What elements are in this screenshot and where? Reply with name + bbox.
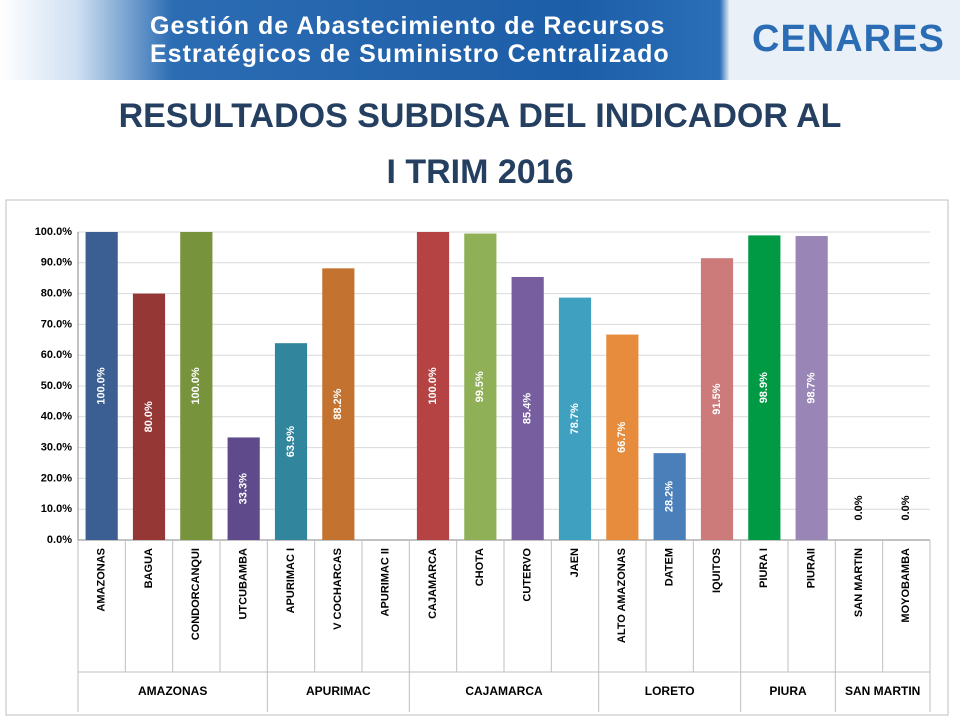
group-label: PIURA: [769, 684, 807, 698]
value-label: 66.7%: [616, 421, 628, 452]
banner: Gestión de Abastecimiento de Recursos Es…: [0, 0, 960, 80]
x-tick-label: MOYOBAMBA: [900, 548, 912, 623]
x-tick-label: UTCUBAMBA: [238, 548, 250, 620]
y-tick-label: 80.0%: [41, 288, 72, 300]
x-tick-label: CONDORCANQUI: [190, 548, 202, 640]
y-tick-label: 90.0%: [41, 257, 72, 269]
x-tick-label: V COCHARCAS: [332, 548, 344, 630]
bar: [180, 232, 213, 540]
bar: [511, 276, 544, 540]
x-tick-label: BAGUA: [143, 548, 155, 588]
y-tick-label: 0.0%: [47, 534, 72, 546]
y-tick-label: 100.0%: [35, 226, 73, 238]
bar: [274, 343, 308, 540]
title-line: RESULTADOS SUBDISA DEL INDICADOR AL: [118, 97, 842, 135]
value-label: 98.7%: [806, 372, 818, 403]
banner-line: Gestión de Abastecimiento de Recursos: [150, 12, 666, 40]
bar: [700, 258, 734, 540]
y-tick-label: 40.0%: [41, 411, 72, 423]
x-tick-label: APURIMAC I: [285, 548, 297, 613]
bar: [227, 437, 260, 540]
bar: [85, 232, 118, 540]
x-tick-label: JAEN: [569, 548, 581, 577]
value-label: 100.0%: [96, 367, 108, 405]
group-label: LORETO: [645, 684, 695, 698]
x-tick-label: CHOTA: [474, 548, 486, 586]
chart-frame: [5, 199, 949, 716]
y-tick-label: 50.0%: [41, 380, 72, 392]
value-label: 63.9%: [285, 426, 297, 457]
x-tick-label: APURIMAC II: [380, 548, 392, 616]
logo: CENARES: [752, 18, 945, 60]
bar: [653, 453, 686, 540]
x-tick-label: DATEM: [664, 548, 676, 586]
bar: [416, 232, 450, 540]
value-label: 85.4%: [522, 393, 534, 424]
y-tick-label: 20.0%: [41, 472, 72, 484]
title-line: I TRIM 2016: [386, 153, 574, 191]
value-label: 99.5%: [474, 371, 486, 402]
bar: [322, 268, 355, 540]
x-tick-label: CUTERVO: [522, 548, 534, 602]
group-label: AMAZONAS: [138, 684, 207, 698]
x-tick-label: PIURAII: [806, 548, 818, 588]
value-label: 91.5%: [711, 383, 723, 414]
group-label: SAN MARTIN: [845, 684, 920, 698]
y-tick-label: 60.0%: [41, 349, 72, 361]
y-tick-label: 10.0%: [41, 503, 72, 515]
value-label: 100.0%: [190, 367, 202, 405]
value-label: 0.0%: [853, 495, 865, 520]
x-tick-label: CAJAMARCA: [427, 548, 439, 619]
x-tick-label: PIURA I: [758, 548, 770, 588]
group-label: CAJAMARCA: [465, 684, 543, 698]
x-tick-label: ALTO AMAZONAS: [616, 548, 628, 643]
value-label: 100.0%: [427, 367, 439, 405]
bar: [558, 297, 592, 540]
value-label: 88.2%: [332, 388, 344, 419]
bar: [795, 236, 828, 540]
bar: [132, 293, 166, 540]
value-label: 0.0%: [900, 495, 912, 520]
x-tick-label: SAN MARTIN: [853, 548, 865, 617]
x-tick-label: AMAZONAS: [96, 548, 108, 612]
bar: [748, 235, 781, 540]
x-tick-label: IQUITOS: [711, 548, 723, 593]
y-tick-label: 30.0%: [41, 442, 72, 454]
group-label: APURIMAC: [306, 684, 371, 698]
bar: [464, 233, 497, 541]
value-label: 28.2%: [664, 481, 676, 512]
value-label: 80.0%: [143, 401, 155, 432]
y-tick-label: 70.0%: [41, 318, 72, 330]
banner-line: Estratégicos de Suministro Centralizado: [150, 40, 670, 68]
value-label: 78.7%: [569, 403, 581, 434]
title: RESULTADOS SUBDISA DEL INDICADOR AL I TR…: [0, 88, 960, 200]
value-label: 98.9%: [758, 372, 770, 403]
bar: [606, 334, 639, 540]
value-label: 33.3%: [238, 473, 250, 504]
